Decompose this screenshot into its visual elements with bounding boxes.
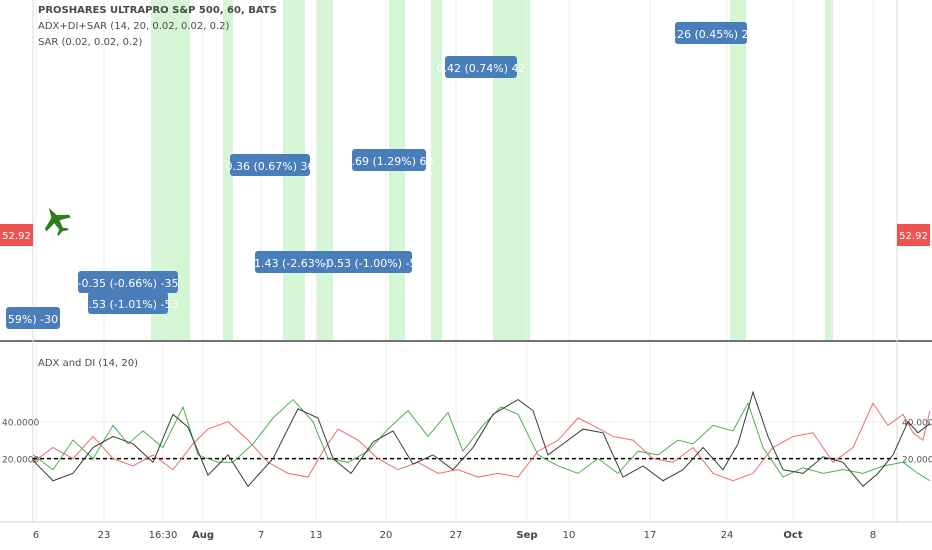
trade-label: 0.26 (0.45%) 26 <box>666 22 756 44</box>
last-price-text: 52.92 <box>899 231 928 242</box>
trade-label-text: 0.69 (1.29%) 69 <box>344 155 433 168</box>
x-tick-label: 24 <box>721 530 734 541</box>
highlight-region <box>493 0 530 340</box>
indicator-legend-adx-sar: ADX+DI+SAR (14, 20, 0.02, 0.02, 0.2) <box>38 21 230 32</box>
x-tick-label: 20 <box>380 530 393 541</box>
last-price-tag <box>0 224 33 246</box>
series-line-diplus <box>32 398 931 482</box>
highlight-region <box>223 0 233 340</box>
highlight-region <box>730 0 746 340</box>
series-line-diminus <box>32 402 931 482</box>
trade-label: -0.53 (-1.01%) -53 <box>78 292 179 314</box>
trade-label-bg <box>78 271 178 293</box>
trade-label: -0.35 (-0.66%) -35 <box>78 271 179 293</box>
trade-label-bg <box>352 149 426 171</box>
trade-label-text: 59%) -30 <box>8 313 58 326</box>
x-tick-label: 27 <box>450 530 463 541</box>
airplane-icon <box>44 207 71 236</box>
trade-label-text: -0.35 (-0.66%) -35 <box>78 277 179 290</box>
trade-label: 0.42 (0.74%) 42 <box>436 56 526 78</box>
trade-label-text: -0.53 (-1.01%) -53 <box>78 298 179 311</box>
adx-pane-legend: ADX and DI (14, 20) <box>38 358 138 369</box>
x-tick-label: 13 <box>310 530 323 541</box>
x-tick-label: 8 <box>870 530 876 541</box>
x-tick-label: 6 <box>33 530 39 541</box>
airplane-shape <box>44 207 71 236</box>
sub-y-tick-label-left: 40.0000 <box>2 419 39 429</box>
trade-label-text: 0.26 (0.45%) 26 <box>666 28 755 41</box>
last-price-tag <box>897 224 930 246</box>
last-price-text: 52.92 <box>2 231 31 242</box>
x-tick-label: Oct <box>783 530 802 541</box>
trade-label-bg <box>445 56 517 78</box>
trade-label-bg <box>255 251 353 273</box>
sub-y-tick-label-right: 20.0000 <box>902 456 932 466</box>
x-tick-label: 16:30 <box>149 530 178 541</box>
trade-label-text: 0.42 (0.74%) 42 <box>436 62 525 75</box>
trade-label-text: 0.36 (0.67%) 36 <box>225 160 314 173</box>
trade-label: 0.69 (1.29%) 69 <box>344 149 434 171</box>
trade-label-bg <box>334 251 412 273</box>
x-tick-label: Sep <box>516 530 537 541</box>
x-tick-label: 17 <box>644 530 657 541</box>
trade-label: 59%) -30 <box>6 307 60 329</box>
highlight-region <box>431 0 442 340</box>
trade-label-bg <box>6 307 60 329</box>
x-tick-label: 7 <box>258 530 264 541</box>
symbol-legend: PROSHARES ULTRAPRO S&P 500, 60, BATS <box>38 5 277 16</box>
sub-y-tick-label-left: 20.0000 <box>2 456 39 466</box>
sub-y-tick-label-right: 40.0000 <box>902 419 932 429</box>
trade-label-bg <box>230 154 310 176</box>
trade-label: -0.53 (-1.00%) -53 <box>323 251 424 273</box>
x-tick-label: Aug <box>192 530 214 541</box>
trade-label-bg <box>88 292 168 314</box>
trade-label-text: -0.53 (-1.00%) -53 <box>323 257 424 270</box>
indicator-legend-sar: SAR (0.02, 0.02, 0.2) <box>38 37 143 48</box>
x-tick-label: 23 <box>98 530 111 541</box>
trade-label-text: -1.43 (-2.63%) -143 <box>250 257 358 270</box>
x-tick-label: 10 <box>563 530 576 541</box>
highlight-region <box>317 0 333 340</box>
trade-label-bg <box>675 22 747 44</box>
trade-label: 0.36 (0.67%) 36 <box>225 154 315 176</box>
trade-label: -1.43 (-2.63%) -143 <box>250 251 358 273</box>
highlight-region <box>825 0 833 340</box>
series-line-adx <box>32 390 931 488</box>
